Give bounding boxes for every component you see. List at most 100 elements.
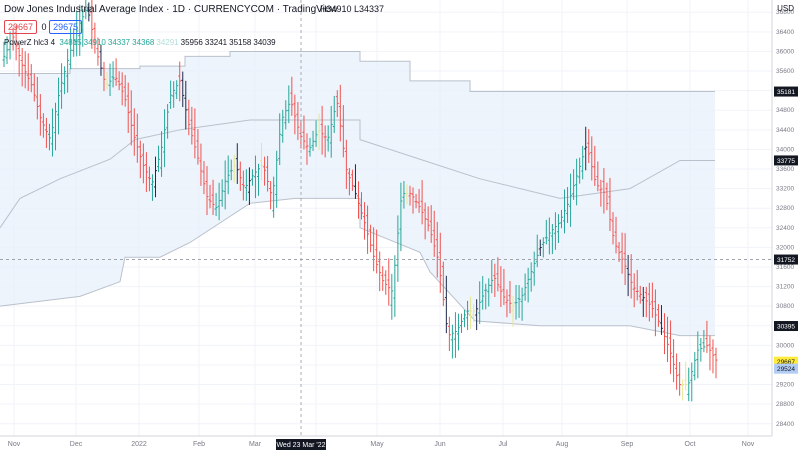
price-tag: 29524 — [777, 366, 795, 373]
ohlc-bar — [708, 335, 712, 371]
spread-value: 0 — [41, 22, 47, 32]
buy-price-chip[interactable]: 29675 — [49, 20, 83, 34]
y-tick-label: 34400 — [776, 127, 794, 134]
indicator-values: 34815 34910 34337 34368 34291 35956 33241 35158… — [59, 38, 277, 47]
y-tick-label: 28800 — [776, 401, 794, 408]
x-tick-label: Sep — [621, 441, 634, 448]
price-tag-bg — [774, 356, 798, 367]
ohlc-bar — [38, 94, 42, 136]
ohlc-bar — [32, 73, 36, 102]
y-tick-label: 34000 — [776, 146, 794, 153]
ohlc-bar — [290, 76, 294, 116]
ohlc-bar — [456, 313, 460, 351]
ohlc-bar — [702, 329, 706, 353]
ohlc-bar — [235, 143, 239, 184]
indicator-value: 33241 — [204, 38, 228, 47]
y-tick-label: 36000 — [776, 48, 794, 55]
ohlc-bar — [487, 278, 491, 307]
ohlc-bar — [208, 184, 212, 209]
ohlc-bar — [690, 362, 694, 402]
ohlc-bar — [526, 267, 530, 303]
ohlc-bar — [99, 44, 103, 76]
y-tick-label: 28400 — [776, 421, 794, 428]
ohlc-bar — [8, 31, 12, 60]
ohlc-bar — [220, 179, 224, 207]
ohlc-bar — [144, 152, 148, 192]
ohlc-bar — [226, 155, 230, 195]
ohlc-bar — [123, 75, 127, 107]
y-tick-label: 30000 — [776, 342, 794, 349]
ohlc-bar — [672, 339, 676, 383]
ohlc-bar — [199, 143, 203, 186]
ohlc-bar — [241, 170, 245, 201]
ohlc-bar — [78, 4, 82, 56]
ohlc-bar — [444, 275, 448, 334]
price-tag: 29667 — [777, 359, 795, 366]
y-tick-label: 36800 — [776, 9, 794, 16]
y-tick-label: 32400 — [776, 225, 794, 232]
band-lower-line — [0, 197, 715, 337]
indicator-value: 34815 — [59, 38, 82, 47]
ohlc-bar — [378, 251, 382, 292]
ohlc-bar — [181, 71, 185, 108]
ohlc-bar — [578, 157, 582, 184]
ohlc-bar — [714, 347, 718, 379]
ohlc-bar — [381, 266, 385, 291]
ohlc-bar — [463, 309, 467, 328]
y-tick-label: 31200 — [776, 284, 794, 291]
ohlc-bar — [172, 81, 176, 108]
y-tick-label: 30800 — [776, 303, 794, 310]
ohlc-bar — [247, 167, 251, 205]
indicator-name[interactable]: PowerZ hlc3 4 — [4, 38, 56, 47]
crosshair-date-label: Wed 23 Mar '22 — [276, 442, 325, 449]
ohlc-bar — [232, 154, 236, 183]
ohlc-bar — [84, 0, 88, 20]
ohlc-bar — [659, 305, 663, 335]
indicator-value: 34910 — [83, 38, 106, 47]
x-tick-label: Jun — [434, 441, 445, 448]
ohlc-bar — [408, 185, 412, 206]
ohlc-bar — [453, 312, 457, 358]
ohlc-bar — [363, 202, 367, 240]
ohlc-bar — [569, 173, 573, 227]
band-upper-line — [0, 50, 715, 93]
ohlc-bar — [556, 214, 560, 244]
ohlc-bar — [108, 63, 112, 97]
indicator-value: 34368 — [132, 38, 155, 47]
ohlc-bar — [266, 155, 270, 192]
ohlc-bar — [678, 361, 682, 396]
ohlc-bar — [590, 136, 594, 181]
ohlc-bar — [399, 182, 403, 252]
ohlc-bar — [320, 105, 324, 155]
ohlc-bar — [620, 232, 624, 274]
ohlc-bar — [550, 223, 554, 255]
ohlc-bar — [475, 299, 479, 331]
price-tag-bg — [774, 363, 798, 374]
y-tick-label: 33600 — [776, 166, 794, 173]
indicator-legend: PowerZ hlc3 4 34815 34910 34337 34368 34291 3… — [4, 38, 280, 47]
ohlc-bar — [484, 283, 488, 310]
ohlc-bar — [44, 117, 48, 149]
ohlc-bar — [466, 300, 470, 331]
x-tick-label: 2022 — [131, 441, 147, 448]
ohlc-bar — [632, 273, 636, 308]
ohlc-bar — [662, 313, 666, 355]
ohlc-bar — [66, 48, 70, 93]
ohlc-bar — [423, 202, 427, 240]
ohlc-bar — [653, 289, 657, 337]
ohlc-bar — [411, 187, 415, 214]
ohlc-bar — [111, 61, 115, 88]
ohlc-bar — [35, 76, 39, 120]
ohlc-bar — [669, 320, 673, 374]
currency-label: USD — [777, 4, 794, 13]
x-tick-label: Nov — [8, 441, 21, 448]
ohlc-bar — [544, 219, 548, 245]
ohlc-bar — [450, 324, 454, 359]
sell-price-chip[interactable]: 29667 — [4, 20, 38, 34]
ohlc-bar — [675, 353, 679, 390]
indicator-value: 35158 — [229, 38, 252, 47]
price-tag: 30395 — [777, 324, 795, 331]
ohlc-bar — [338, 84, 342, 142]
ohlc-bar — [281, 109, 285, 143]
